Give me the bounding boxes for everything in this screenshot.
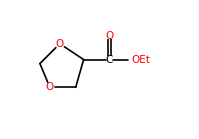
Text: O: O bbox=[105, 31, 114, 41]
Text: O: O bbox=[46, 82, 54, 92]
Text: O: O bbox=[56, 39, 64, 49]
Text: OEt: OEt bbox=[131, 55, 150, 65]
Text: C: C bbox=[106, 55, 113, 65]
